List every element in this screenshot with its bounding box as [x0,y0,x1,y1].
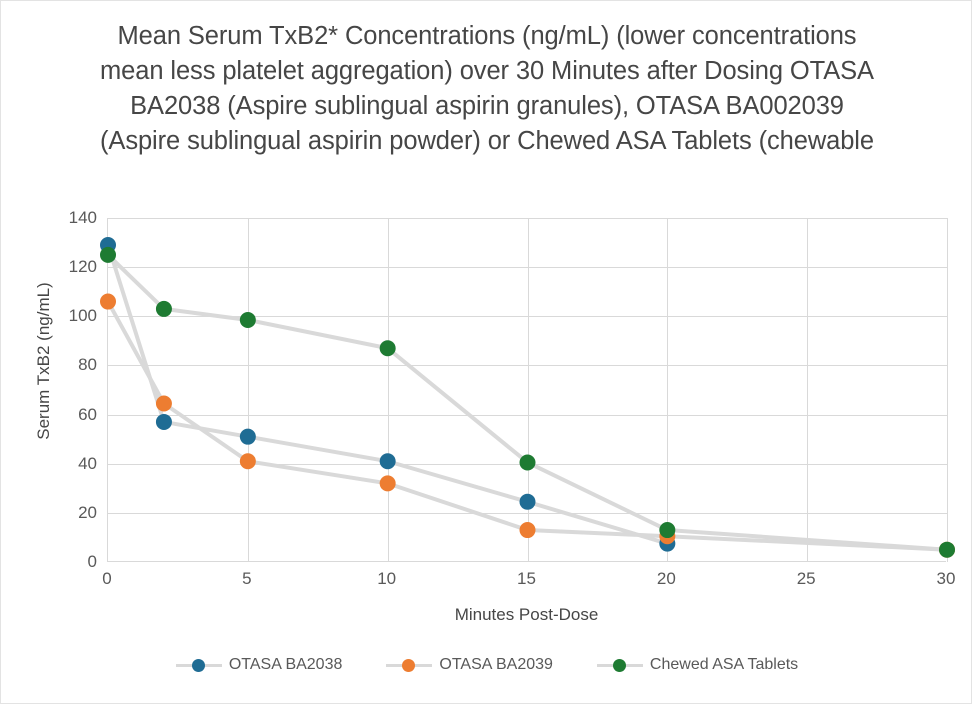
legend-item[interactable]: OTASA BA2038 [175,656,343,674]
gridline-horizontal [108,267,947,269]
gridline-horizontal [108,512,947,514]
y-axis-tick-label: 140 [68,208,97,227]
y-axis-tick-label: 0 [87,552,97,571]
data-point[interactable] [100,246,116,263]
x-axis-tick-label: 0 [102,569,112,588]
data-point[interactable] [939,541,955,558]
gridline-vertical [807,218,809,562]
x-axis-tick-label: 25 [796,569,816,588]
y-axis-tick-label: 120 [68,257,97,277]
y-axis-tick-label: 100 [68,306,97,326]
legend-item[interactable]: OTASA BA2039 [386,656,553,674]
x-axis-tick-labels: 0 5 10 15 20 25 30 [102,569,955,595]
gridline-vertical [667,218,669,562]
legend-item[interactable]: Chewed ASA Tablets [596,656,799,674]
x-axis-tick-label: 5 [242,569,252,588]
gridline-vertical [527,218,529,562]
gridline-horizontal [108,218,947,219]
legend-dot-icon [612,659,626,672]
data-point[interactable] [100,293,116,310]
gridline-vertical [247,218,249,562]
legend-label: OTASA BA2038 [228,656,343,673]
data-point[interactable] [155,413,172,430]
data-point[interactable] [519,493,536,510]
plot-area [100,218,955,562]
y-axis-tick-labels: 0 20 40 60 80 100 120 140 [37,208,97,571]
legend-label: OTASA BA2039 [439,656,553,673]
series-line [106,299,949,552]
data-point[interactable] [155,300,172,317]
data-point[interactable] [379,340,396,357]
data-point[interactable] [379,453,396,470]
x-axis-title: Minutes Post-Dose [454,605,599,624]
x-axis-tick-label: 15 [517,569,536,588]
data-point[interactable] [239,428,256,445]
gridline-horizontal [108,365,947,367]
x-axis-tick-label: 20 [656,569,676,588]
y-axis-tick-label: 20 [78,502,97,522]
series-line [106,243,670,546]
x-axis-tick-label: 10 [377,569,397,588]
data-point[interactable] [659,522,676,539]
legend-dot-icon [402,659,416,672]
x-axis-tick-label: 30 [936,569,956,588]
data-point[interactable] [239,453,256,470]
data-point[interactable] [519,454,536,471]
legend-dot-icon [191,659,205,672]
gridline-horizontal [108,316,947,318]
data-point[interactable] [379,475,396,492]
gridline-vertical [387,218,389,562]
y-axis-title: Serum TxB2 (ng/mL) [34,282,53,440]
data-point[interactable] [239,311,256,328]
gridline-horizontal [108,414,947,416]
legend-label: Chewed ASA Tablets [649,656,799,673]
data-point[interactable] [519,522,536,539]
gridline-vertical [947,218,948,562]
y-axis-tick-label: 60 [78,404,97,424]
legend-marker-icon [386,658,433,672]
chart-legend: OTASA BA2038 OTASA BA2039 Chewed ASA Table… [1,656,972,674]
legend-marker-icon [596,658,643,672]
series-layer [100,237,955,558]
y-axis-tick-label: 40 [78,453,97,473]
y-axis-tick-label: 80 [78,355,97,375]
legend-marker-icon [175,658,222,672]
data-point[interactable] [155,395,172,412]
chart-title: Mean Serum TxB2* Concentrations (ng/mL) … [100,22,874,155]
